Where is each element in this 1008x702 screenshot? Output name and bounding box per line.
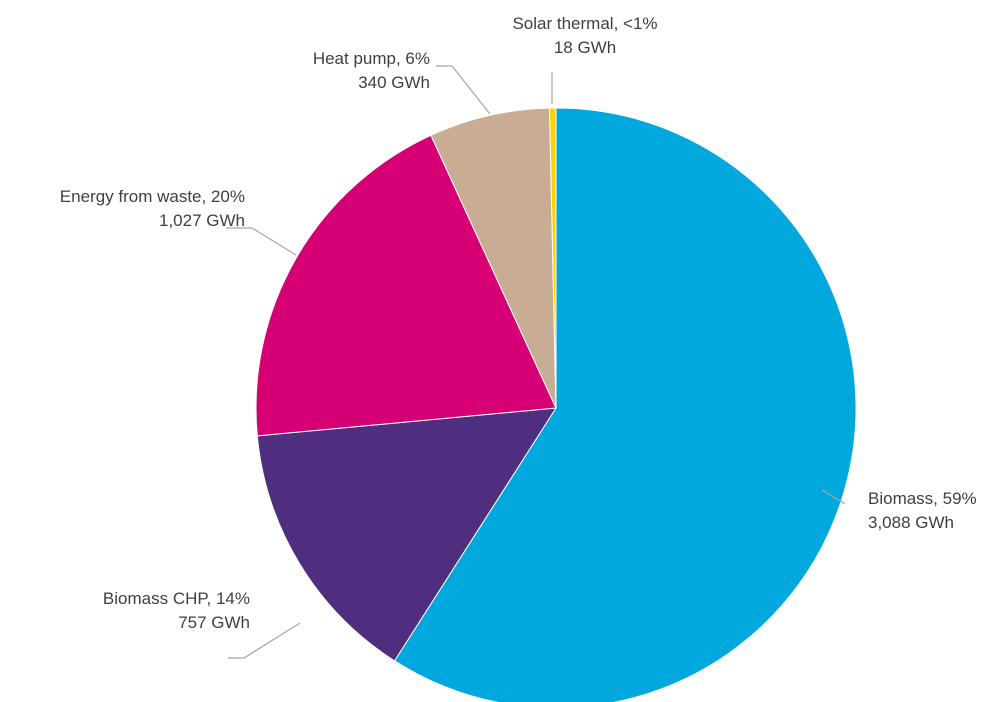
slice-label-value: 18 GWh	[554, 38, 616, 57]
pie-slice-solar-thermal	[549, 107, 557, 409]
slice-label-name-percent: Energy from waste, 20%	[60, 187, 245, 206]
slice-label-name-percent: Biomass CHP, 14%	[103, 589, 250, 608]
slice-label-name-percent: Biomass, 59%	[868, 489, 977, 508]
slice-label-energy-from-waste: Energy from waste, 20% 1,027 GWh	[60, 187, 245, 230]
slice-label-biomass: Biomass, 59% 3,088 GWh	[868, 489, 977, 532]
slice-label-value: 3,088 GWh	[868, 513, 954, 532]
slice-label-name-percent: Solar thermal, <1%	[512, 14, 657, 33]
pie-labels: Biomass, 59% 3,088 GWh Biomass CHP, 14% 757…	[60, 14, 977, 659]
slice-label-biomass-chp: Biomass CHP, 14% 757 GWh	[103, 589, 250, 632]
leader-line-biomass	[821, 489, 846, 505]
slice-label-value: 757 GWh	[178, 613, 250, 632]
pie-slice-energy-from-waste	[255, 134, 557, 437]
pie-slice-biomass-chp	[256, 407, 557, 662]
pie-slice-biomass	[393, 107, 857, 702]
leader-line-heat-pump	[436, 65, 491, 115]
pie-slice-heat-pump	[430, 107, 557, 409]
slice-label-heat-pump: Heat pump, 6% 340 GWh	[313, 49, 430, 92]
leader-line-energy-from-waste	[226, 227, 297, 256]
slice-label-value: 1,027 GWh	[159, 211, 245, 230]
pie-slices	[255, 107, 857, 702]
slice-label-solar-thermal: Solar thermal, <1% 18 GWh	[512, 14, 657, 57]
leader-line-biomass-chp	[228, 622, 301, 659]
slice-label-name-percent: Heat pump, 6%	[313, 49, 430, 68]
slice-label-value: 340 GWh	[358, 73, 430, 92]
